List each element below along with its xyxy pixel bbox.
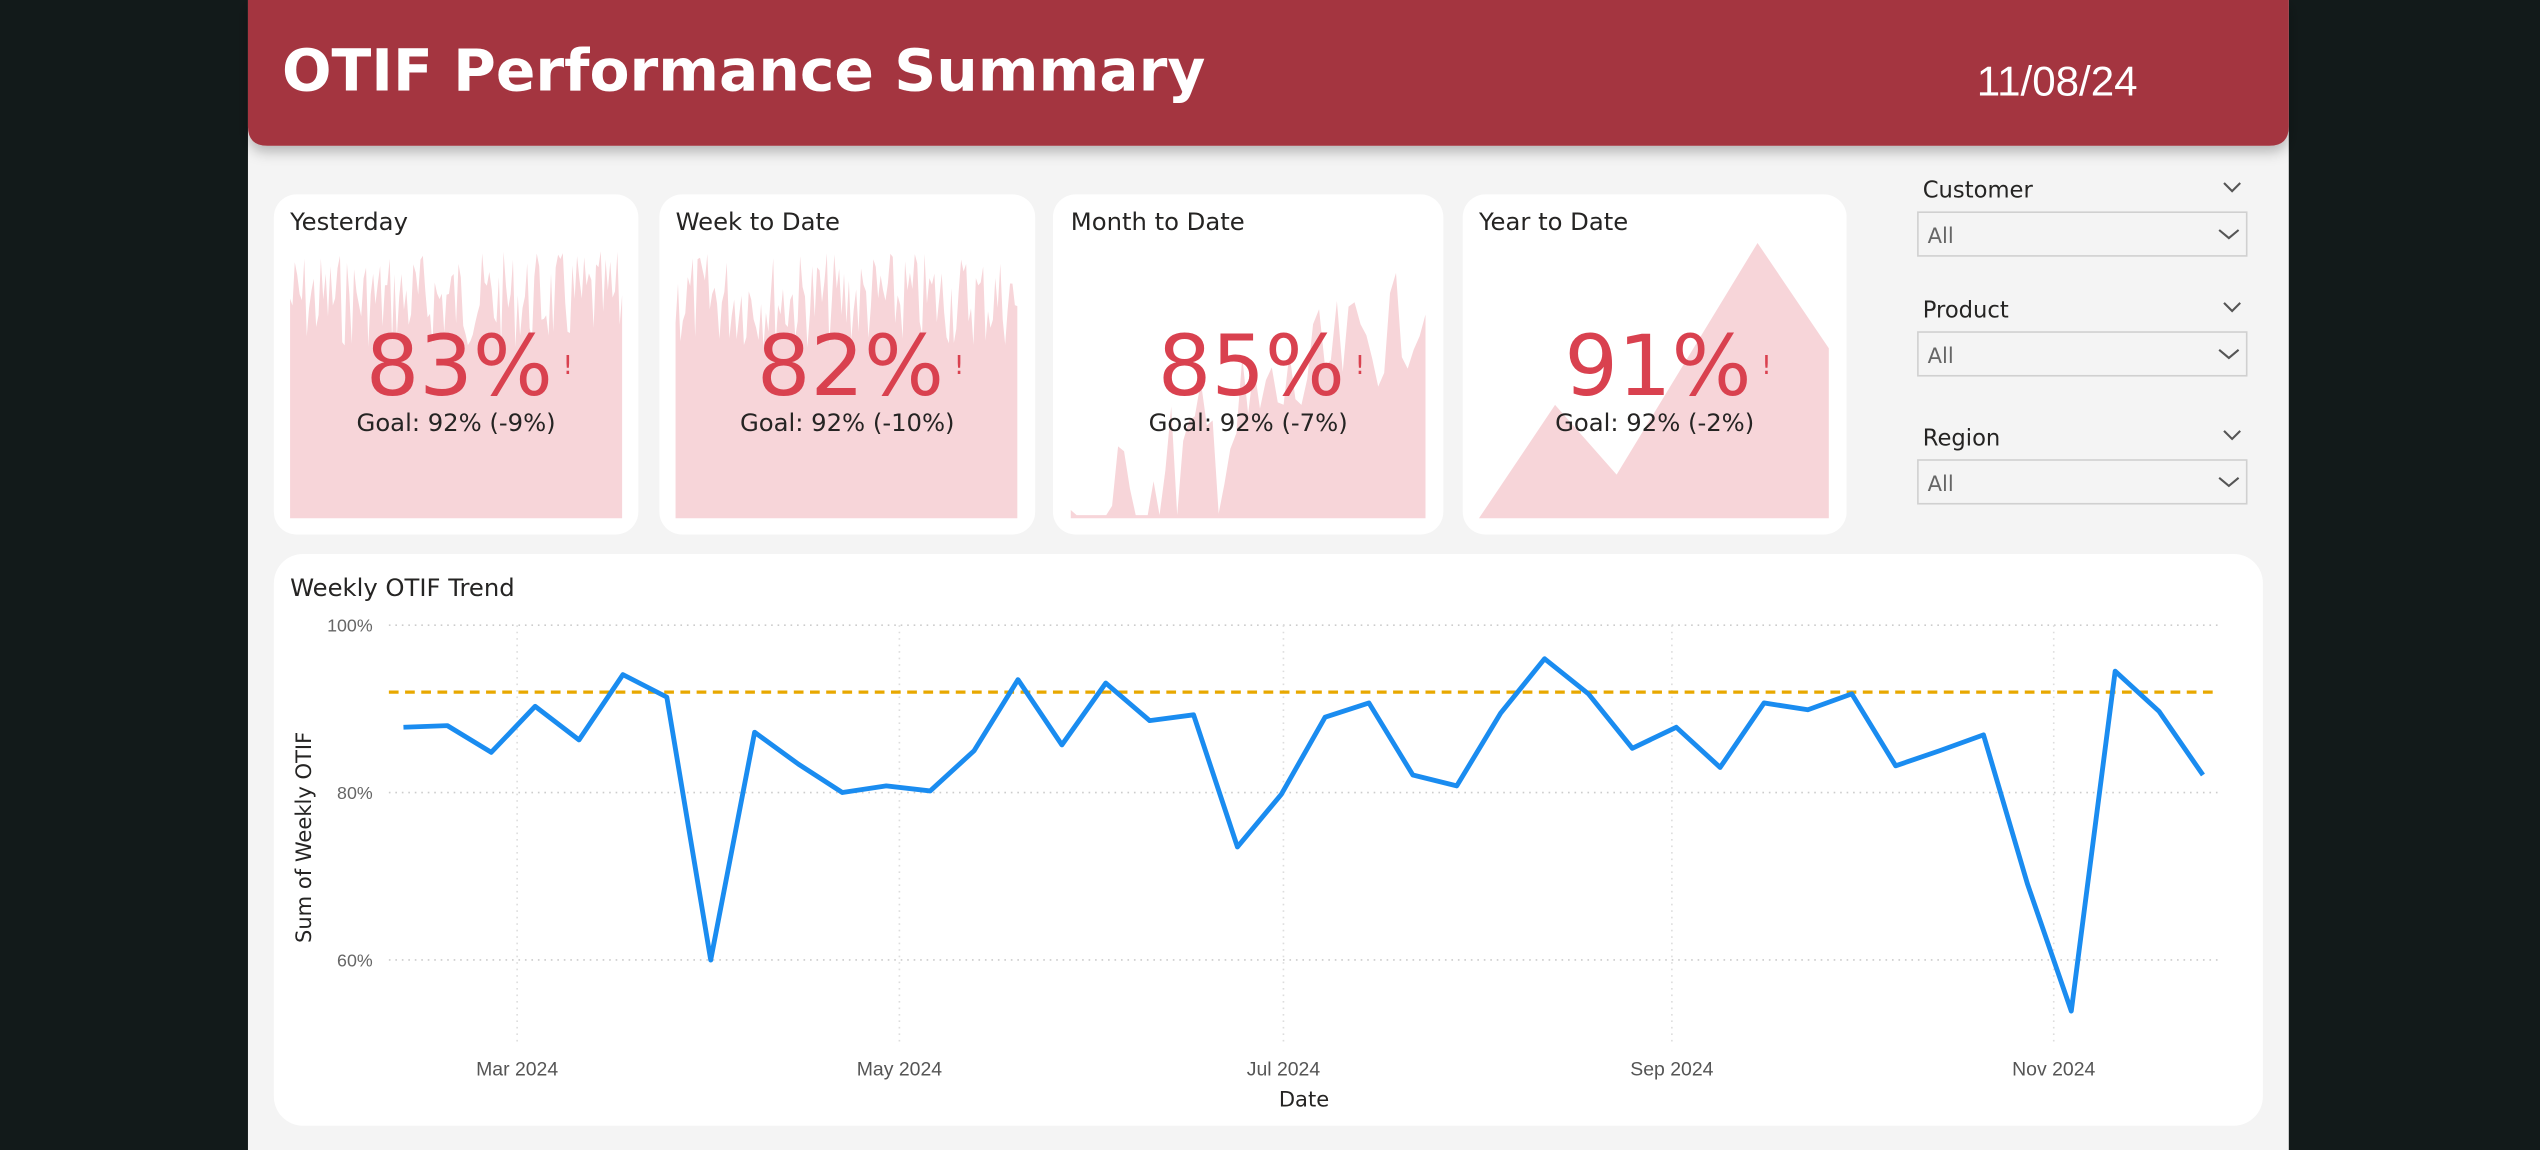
filter-dropdown[interactable] [1917,459,2248,505]
y-tick-label: 80% [337,783,373,803]
x-tick-label: Sep 2024 [1630,1058,1713,1080]
kpi-value: 82% [757,317,944,415]
x-tick-label: Mar 2024 [476,1058,558,1080]
filter-collapse-icon [2223,302,2241,313]
filter-dropdown[interactable] [1917,331,2248,377]
filter-selection: All [1928,223,1954,248]
filter-selection: All [1928,471,1954,496]
kpi-goal: Goal: 92% (-10%) [740,408,955,437]
kpi-value: 83% [366,317,553,415]
kpi-title: Year to Date [1478,207,1628,236]
kpi-flag: ! [563,351,573,381]
filter-label: Product [1923,297,2009,323]
filter-label: Region [1923,425,2001,451]
header-bar [247,0,2289,146]
kpi-title: Week to Date [676,207,840,236]
trend-card [273,553,2263,1126]
y-tick-label: 100% [327,616,373,636]
kpi-flag: ! [1355,351,1365,381]
kpi-title: Yesterday [289,207,408,236]
dropdown-chevron [2218,349,2240,360]
kpi-value: 91% [1564,317,1751,415]
trend-line [403,656,2205,1014]
filter-dropdown[interactable] [1917,211,2248,257]
chart-title: Weekly OTIF Trend [290,573,515,602]
dropdown-chevron [2218,477,2240,488]
filter-label: Customer [1923,178,2034,204]
header-date: 11/08/24 [1977,58,2138,105]
x-axis-label: Date [1279,1086,1329,1111]
x-tick-label: Nov 2024 [2012,1058,2095,1080]
dropdown-chevron [2218,229,2240,240]
kpi-goal: Goal: 92% (-7%) [1149,408,1348,437]
kpi-sparkline [675,253,1018,519]
filter-collapse-icon [2223,182,2241,193]
filter-selection: All [1928,343,1954,368]
x-tick-label: May 2024 [857,1058,942,1080]
y-tick-label: 60% [337,950,373,970]
kpi-value: 85% [1158,317,1345,415]
kpi-title: Month to Date [1071,207,1245,236]
kpi-sparkline [290,251,623,519]
kpi-flag: ! [1761,351,1771,381]
x-tick-label: Jul 2024 [1247,1058,1321,1080]
y-axis-label: Sum of Weekly OTIF [291,732,316,943]
kpi-sparkline [1070,272,1426,519]
kpi-goal: Goal: 92% (-2%) [1555,408,1754,437]
kpi-sparkline [1478,242,1829,519]
filter-collapse-icon [2223,430,2241,441]
header-title: OTIF Performance Summary [282,37,1205,105]
kpi-flag: ! [954,351,964,381]
kpi-goal: Goal: 92% (-9%) [357,408,556,437]
